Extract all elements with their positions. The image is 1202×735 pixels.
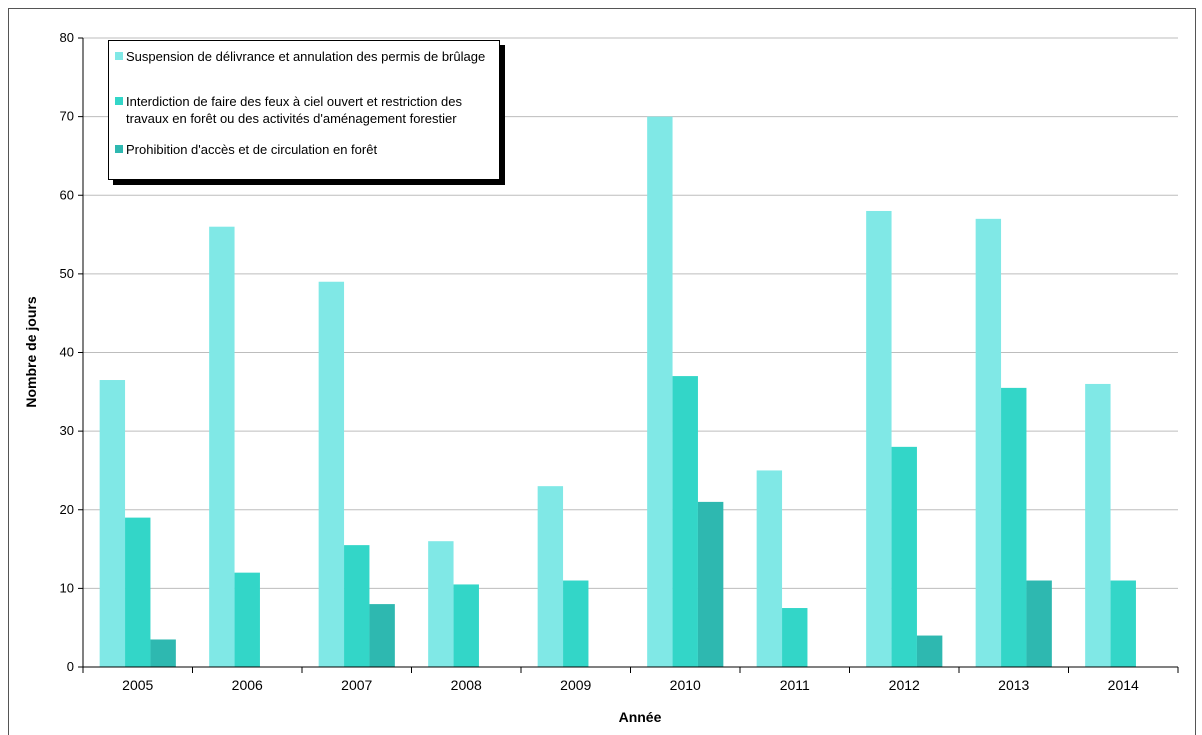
legend-swatch-1 [115, 97, 123, 105]
bar-2010-series-1 [672, 376, 698, 667]
bar-2007-series-2 [369, 604, 395, 667]
y-tick-label: 30 [60, 423, 74, 438]
legend: Suspension de délivrance et annulation d… [108, 40, 500, 180]
gridlines [83, 37, 1178, 589]
bar-2005-series-0 [99, 380, 126, 667]
bar-2012-series-1 [891, 446, 917, 667]
bar-2006-series-0 [209, 226, 235, 667]
bar-2007-series-1 [344, 545, 370, 667]
legend-swatch-0 [115, 52, 123, 60]
bar-2007-series-0 [318, 281, 345, 667]
legend-label-0: Suspension de délivrance et annulation d… [126, 49, 486, 64]
legend-swatch-2 [115, 145, 123, 153]
legend-label-1: Interdiction de faire des feux à ciel ou… [126, 94, 463, 126]
bar-2013-series-0 [975, 218, 1002, 667]
y-tick-label: 10 [60, 580, 74, 595]
y-tick-label: 60 [60, 187, 74, 202]
x-tick-label: 2008 [451, 677, 482, 693]
bar-2008-series-0 [428, 541, 454, 667]
bar-2009-series-1 [563, 580, 589, 667]
bar-2008-series-1 [453, 584, 479, 667]
legend-item-2: Prohibition d'accès et de circulation en… [115, 141, 377, 158]
x-tick-label: 2005 [122, 677, 153, 693]
y-axis-title: Nombre de jours [23, 296, 39, 407]
bar-2013-series-1 [1001, 387, 1027, 667]
y-tick-labels: 0 10 20 30 40 50 60 70 80 [60, 30, 74, 674]
x-tick-label: 2006 [232, 677, 263, 693]
y-tick-label: 70 [60, 109, 74, 124]
bar-2005-series-1 [125, 517, 151, 667]
x-tick-label: 2007 [341, 677, 372, 693]
legend-item-1: Interdiction de faire des feux à ciel ou… [115, 93, 485, 127]
x-tick-label: 2010 [670, 677, 701, 693]
bar-2010-series-0 [647, 116, 673, 667]
x-axis-title: Année [619, 709, 662, 725]
x-tick-label: 2013 [998, 677, 1029, 693]
legend-item-0: Suspension de délivrance et annulation d… [115, 48, 485, 65]
axes [78, 37, 1179, 673]
x-tick-label: 2009 [560, 677, 591, 693]
bar-2013-series-2 [1026, 580, 1052, 667]
bar-2014-series-1 [1110, 580, 1136, 667]
x-tick-label: 2014 [1108, 677, 1139, 693]
bar-2009-series-0 [537, 486, 564, 667]
y-tick-label: 20 [60, 502, 74, 517]
bars [99, 116, 1136, 667]
legend-label-2: Prohibition d'accès et de circulation en… [126, 142, 378, 157]
y-tick-label: 80 [60, 30, 74, 45]
bar-2011-series-1 [782, 608, 808, 667]
bar-2012-series-0 [866, 210, 892, 667]
bar-2014-series-0 [1085, 383, 1111, 667]
x-tick-labels: 2005 2006 2007 2008 2009 2010 2011 2012 2013 2014 [122, 677, 1139, 693]
x-tick-label: 2012 [889, 677, 920, 693]
bar-2011-series-0 [756, 470, 783, 667]
bar-2012-series-2 [916, 635, 943, 667]
bar-2006-series-1 [234, 572, 260, 667]
y-tick-label: 50 [60, 266, 74, 281]
x-tick-label: 2011 [780, 677, 810, 693]
chart-frame [8, 8, 1196, 735]
bar-2010-series-2 [697, 501, 724, 667]
bar-2005-series-2 [150, 639, 176, 667]
y-tick-label: 0 [67, 659, 74, 674]
y-tick-label: 40 [60, 345, 74, 360]
